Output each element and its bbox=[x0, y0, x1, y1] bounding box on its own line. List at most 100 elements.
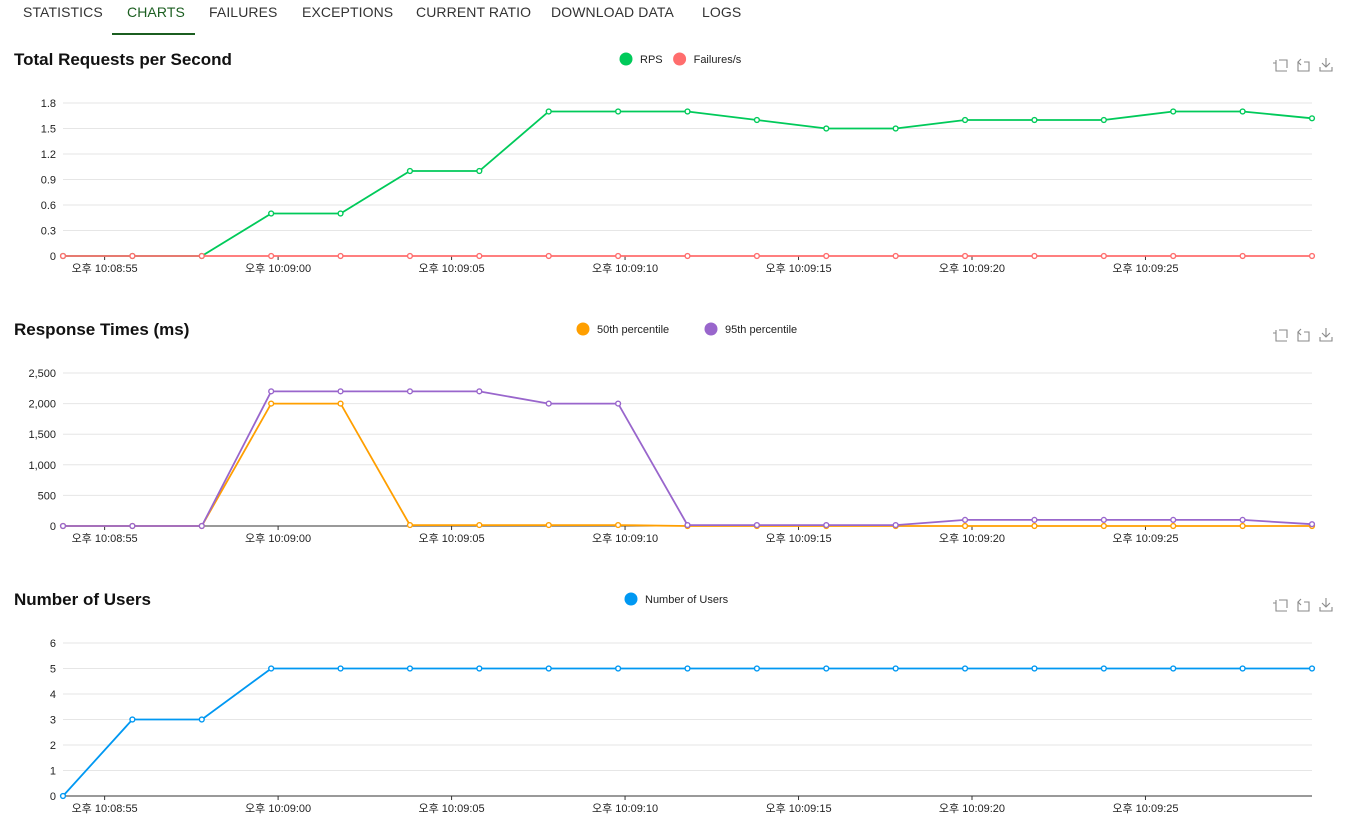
data-point bbox=[406, 521, 414, 529]
zoom-reset-icon bbox=[1297, 328, 1310, 342]
y-tick-label: 3 bbox=[50, 715, 56, 727]
y-tick-label: 0 bbox=[50, 251, 56, 263]
data-point bbox=[961, 522, 969, 530]
data-point bbox=[406, 665, 414, 672]
data-point bbox=[268, 210, 275, 217]
y-tick-label: 1,500 bbox=[28, 429, 56, 441]
download-icon bbox=[1319, 58, 1333, 72]
data-point bbox=[545, 400, 552, 407]
data-point bbox=[1100, 522, 1107, 530]
x-tick-label: 오후 10:09:25 bbox=[1112, 262, 1178, 275]
data-point bbox=[823, 125, 830, 132]
y-tick-label: 2,000 bbox=[28, 399, 56, 411]
data-point bbox=[753, 665, 760, 672]
data-point bbox=[1031, 252, 1038, 260]
x-tick-label: 오후 10:09:05 bbox=[419, 802, 485, 815]
data-point bbox=[337, 210, 344, 217]
data-point bbox=[1100, 665, 1107, 672]
data-point bbox=[961, 116, 969, 124]
data-point bbox=[268, 252, 275, 260]
tab-download-data[interactable]: DOWNLOAD DATA bbox=[551, 4, 674, 20]
zoom-reset-icon bbox=[1297, 598, 1310, 612]
x-tick-label: 오후 10:09:15 bbox=[765, 262, 831, 275]
x-tick-label: 오후 10:09:05 bbox=[419, 262, 485, 275]
zoom-icon bbox=[1273, 59, 1288, 72]
response-times-chart: 0 500 1,000 1,500 2,000 2,500 오후 10:08:55 오후 10… bbox=[28, 322, 1333, 545]
data-point bbox=[615, 400, 622, 407]
data-point bbox=[823, 252, 830, 260]
tab-statistics[interactable]: STATISTICS bbox=[23, 4, 103, 20]
legend-marker bbox=[624, 592, 638, 606]
x-tick-label: 오후 10:09:15 bbox=[765, 532, 831, 545]
y-tick-label: 500 bbox=[38, 490, 56, 502]
y-tick-label: 0.9 bbox=[41, 175, 56, 187]
y-tick-label: 6 bbox=[50, 638, 56, 650]
data-point bbox=[615, 521, 622, 529]
y-tick-label: 0 bbox=[50, 791, 56, 803]
data-point bbox=[545, 521, 552, 529]
download-icon bbox=[1319, 328, 1333, 342]
data-point bbox=[476, 252, 483, 260]
data-point bbox=[1031, 665, 1038, 672]
data-point bbox=[1170, 665, 1177, 672]
tab-failures[interactable]: FAILURES bbox=[209, 4, 278, 20]
data-point bbox=[1100, 516, 1107, 523]
tab-current-ratio[interactable]: CURRENT RATIO bbox=[416, 4, 532, 20]
x-tick-label: 오후 10:09:25 bbox=[1112, 532, 1178, 545]
download-icon bbox=[1319, 598, 1333, 612]
x-tick-label: 오후 10:08:55 bbox=[72, 802, 138, 815]
x-tick-label: 오후 10:09:20 bbox=[939, 262, 1005, 275]
y-tick-label: 1.5 bbox=[41, 124, 56, 136]
data-point bbox=[476, 665, 483, 672]
data-point bbox=[476, 521, 483, 529]
data-point bbox=[961, 665, 969, 672]
x-tick-label: 오후 10:08:55 bbox=[72, 532, 138, 545]
tab-exceptions[interactable]: EXCEPTIONS bbox=[302, 4, 394, 20]
data-point bbox=[198, 716, 205, 723]
legend-label: Number of Users bbox=[645, 594, 729, 606]
x-tick-label: 오후 10:09:10 bbox=[592, 802, 658, 815]
data-point bbox=[1308, 665, 1316, 672]
data-point bbox=[823, 521, 830, 529]
data-point bbox=[545, 665, 552, 672]
data-point bbox=[684, 252, 691, 260]
x-tick-label: 오후 10:09:25 bbox=[1112, 802, 1178, 815]
legend-label: 95th percentile bbox=[725, 324, 797, 336]
data-point bbox=[59, 792, 67, 800]
data-point bbox=[337, 665, 344, 672]
chart-title-response-times: Response Times (ms) bbox=[14, 320, 190, 339]
data-point bbox=[198, 252, 205, 260]
data-point bbox=[1031, 516, 1038, 523]
data-point bbox=[545, 108, 552, 115]
data-point bbox=[406, 388, 414, 395]
data-point bbox=[337, 388, 344, 395]
x-tick-label: 오후 10:09:10 bbox=[592, 262, 658, 275]
data-point bbox=[892, 521, 899, 529]
series-line-2 bbox=[63, 390, 1313, 527]
legend-label: RPS bbox=[640, 54, 663, 66]
tab-charts[interactable]: CHARTS bbox=[127, 4, 185, 20]
data-point bbox=[268, 665, 275, 672]
y-tick-label: 2 bbox=[50, 740, 56, 752]
legend-label: Failures/s bbox=[694, 54, 742, 66]
data-point bbox=[1308, 115, 1316, 122]
data-point bbox=[684, 108, 691, 115]
tab-logs[interactable]: LOGS bbox=[702, 4, 742, 20]
data-point bbox=[545, 252, 552, 260]
data-point bbox=[1031, 522, 1038, 530]
data-point bbox=[1308, 252, 1316, 260]
x-tick-label: 오후 10:09:15 bbox=[765, 802, 831, 815]
tab-bar: STATISTICS CHARTS FAILURES EXCEPTIONS CU… bbox=[0, 0, 1348, 36]
y-tick-label: 5 bbox=[50, 664, 56, 676]
data-point bbox=[476, 388, 483, 395]
series-line-1 bbox=[63, 110, 1313, 257]
data-point bbox=[406, 167, 414, 175]
legend-marker bbox=[619, 52, 633, 66]
data-point bbox=[1239, 516, 1246, 523]
requests-per-second-chart: 0 0.3 0.6 0.9 1.2 1.5 1.8 오후 10:08:55 오후 10:09:0… bbox=[41, 52, 1333, 275]
x-tick-label: 오후 10:09:00 bbox=[245, 802, 311, 815]
data-point bbox=[129, 716, 136, 723]
data-point bbox=[961, 516, 969, 523]
y-tick-label: 1 bbox=[50, 766, 56, 778]
y-tick-label: 0.3 bbox=[41, 226, 56, 238]
